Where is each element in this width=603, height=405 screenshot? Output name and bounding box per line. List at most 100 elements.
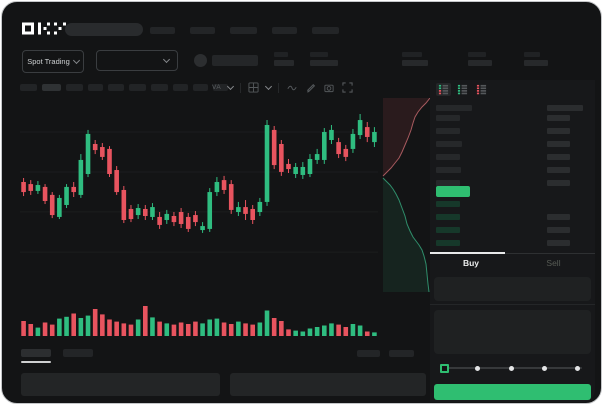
timeframe-button[interactable] — [66, 84, 83, 91]
amount-cell-placeholder — [547, 154, 570, 160]
bid-row[interactable] — [430, 201, 595, 207]
draw-pencil-icon[interactable] — [305, 82, 316, 93]
amount-cell-placeholder — [547, 180, 570, 186]
chevron-down-icon — [72, 56, 80, 65]
buy-submit-button[interactable] — [434, 384, 591, 400]
camera-icon[interactable] — [323, 82, 335, 93]
buy-tab-underline — [430, 252, 505, 254]
bid-row[interactable] — [430, 240, 595, 246]
market-type-dropdown[interactable]: Spot Trading — [22, 50, 84, 73]
stat-value-placeholder — [524, 60, 548, 66]
price-cell-placeholder — [436, 167, 461, 173]
wave-line-icon[interactable] — [286, 83, 298, 93]
bottom-right-tab[interactable] — [389, 350, 414, 357]
timeframe-button[interactable] — [20, 84, 37, 91]
price-cell-placeholder — [436, 240, 460, 246]
stat-label-placeholder — [468, 52, 486, 57]
slider-step-dot[interactable] — [575, 365, 580, 371]
timeframe-button[interactable] — [108, 84, 124, 91]
chart-tools: VA — [212, 81, 353, 94]
orderbook-view-combined-icon[interactable] — [436, 83, 451, 96]
search-input[interactable] — [65, 23, 143, 36]
price-cell-placeholder — [436, 128, 460, 134]
pair-name-placeholder — [212, 55, 258, 66]
amount-cell-placeholder — [547, 214, 570, 220]
nav-item[interactable] — [312, 27, 339, 34]
ask-row[interactable] — [430, 115, 595, 121]
price-field[interactable] — [434, 277, 591, 301]
nav-item[interactable] — [190, 27, 215, 34]
stat-value-placeholder — [274, 60, 294, 66]
nav-item[interactable] — [230, 27, 257, 34]
amount-slider[interactable] — [440, 363, 582, 373]
slider-step-dot[interactable] — [508, 365, 514, 371]
ticker-stats — [274, 52, 548, 66]
candle-style-icon[interactable] — [248, 82, 259, 93]
ask-row[interactable] — [430, 141, 595, 147]
bottom-tab[interactable] — [21, 349, 51, 357]
timeframe-button[interactable] — [173, 84, 188, 91]
timeframe-button[interactable] — [129, 84, 146, 91]
timeframe-button[interactable] — [151, 84, 168, 91]
volume-chart — [21, 306, 377, 336]
orderbook-trade-panel: Buy Sell — [430, 80, 595, 402]
ask-row[interactable] — [430, 180, 595, 186]
nav-item[interactable] — [272, 27, 297, 34]
ask-row[interactable] — [430, 167, 595, 173]
price-cell-placeholder — [436, 227, 460, 233]
price-cell-placeholder — [436, 105, 472, 111]
slider-step-dot[interactable] — [475, 365, 481, 371]
amount-cell-placeholder — [547, 240, 570, 246]
tab-sell[interactable]: Sell — [546, 258, 561, 268]
depth-chart — [382, 98, 430, 292]
bid-row[interactable] — [430, 214, 595, 220]
bottom-right-tab[interactable] — [357, 350, 380, 357]
chevron-down-icon[interactable] — [227, 82, 235, 91]
ticker-stat — [310, 52, 338, 66]
bid-row[interactable] — [430, 227, 595, 233]
ask-row[interactable] — [430, 128, 595, 134]
timeframe-button[interactable] — [42, 84, 61, 91]
chevron-down-icon — [162, 55, 171, 64]
ticker-stat — [468, 52, 492, 66]
bottom-tab[interactable] — [63, 349, 93, 357]
bottom-panel — [21, 373, 220, 396]
bottom-panel — [230, 373, 426, 396]
indicator-label[interactable]: VA — [212, 84, 222, 91]
stat-label-placeholder — [310, 52, 328, 57]
tabs-divider — [505, 253, 595, 254]
orderbook-header-row[interactable] — [430, 105, 595, 111]
orderbook-view-bids-icon[interactable] — [455, 83, 470, 96]
last-price-bar[interactable] — [436, 186, 470, 197]
chevron-down-icon[interactable] — [265, 82, 273, 91]
bottom-panels — [21, 373, 426, 396]
price-cell-placeholder — [436, 141, 462, 147]
okx-logo — [22, 22, 66, 35]
timeframe-button[interactable] — [193, 84, 208, 91]
nav-item[interactable] — [150, 27, 175, 34]
toolbar-divider — [278, 82, 280, 93]
slider-handle[interactable] — [440, 363, 449, 373]
price-cell-placeholder — [436, 180, 460, 186]
price-cell-placeholder — [436, 214, 460, 220]
tab-buy[interactable]: Buy — [462, 258, 480, 268]
timeframe-button[interactable] — [213, 84, 228, 91]
stat-value-placeholder — [310, 60, 338, 66]
orderbook-view-asks-icon[interactable] — [474, 83, 489, 96]
pair-select-dropdown[interactable] — [96, 50, 178, 71]
ticker-stat — [402, 52, 428, 66]
amount-cell-placeholder — [547, 167, 570, 173]
amount-cell-placeholder — [547, 128, 570, 134]
stat-label-placeholder — [524, 52, 540, 57]
stat-label-placeholder — [402, 52, 422, 57]
bottom-right-controls — [357, 350, 414, 357]
bottom-tabs — [21, 349, 93, 357]
candlestick-chart[interactable] — [20, 100, 378, 294]
amount-field[interactable] — [434, 310, 591, 354]
fullscreen-icon[interactable] — [342, 82, 353, 93]
ask-row[interactable] — [430, 154, 595, 160]
slider-step-dot[interactable] — [541, 365, 547, 371]
timeframe-button[interactable] — [88, 84, 103, 91]
